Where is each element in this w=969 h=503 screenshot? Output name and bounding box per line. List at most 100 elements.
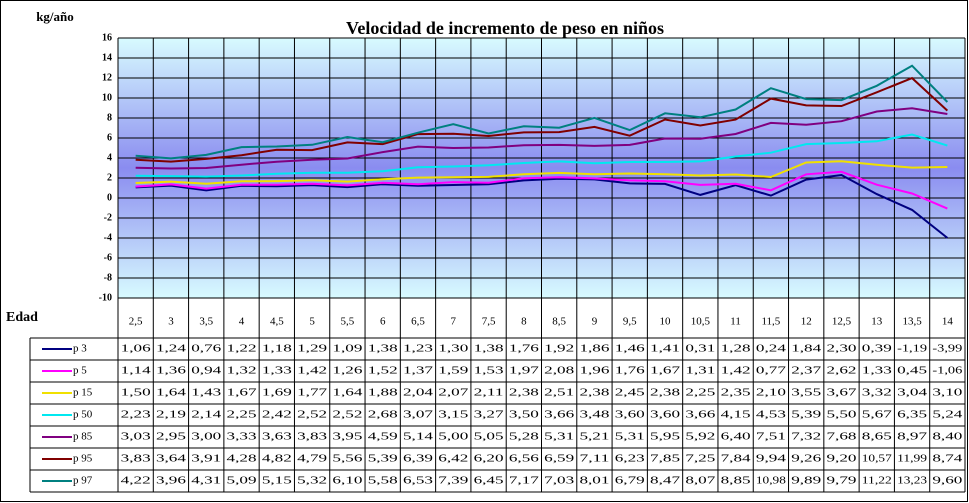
table-cell: 1,33 — [862, 365, 893, 377]
table-cell: 3,91 — [191, 453, 221, 465]
legend-label: p 5 — [73, 365, 87, 377]
x-tick-label: 13,5 — [902, 316, 922, 328]
table-cell: 5,39 — [368, 453, 399, 465]
table-cell: 1,36 — [156, 365, 187, 377]
table-cell: 1,22 — [227, 343, 257, 355]
table-cell: 5,58 — [368, 475, 399, 487]
table-cell: 1,86 — [579, 343, 610, 355]
table-cell: 1,32 — [227, 365, 257, 377]
table-cell: 3,63 — [262, 431, 293, 443]
table-cell: 2,25 — [227, 409, 258, 421]
table-cell: 7,39 — [438, 475, 469, 487]
table-cell: 3,95 — [332, 431, 363, 443]
table-cell: 6,53 — [403, 475, 434, 487]
x-tick-label: 8,5 — [552, 316, 566, 328]
x-tick-label: 7 — [451, 316, 457, 328]
table-cell: 1,64 — [332, 387, 363, 399]
table-cell: 3,67 — [826, 387, 857, 399]
table-cell: 7,32 — [791, 431, 821, 443]
table-cell: 2,51 — [544, 387, 574, 399]
x-tick-label: 4,5 — [270, 316, 284, 328]
series-line — [135, 173, 948, 239]
y-tick-label: 4 — [107, 152, 112, 163]
table-cell: 8,85 — [721, 475, 752, 487]
table-cell: 1,76 — [615, 365, 646, 377]
table-cell: 1,50 — [121, 387, 152, 399]
table-cell: 7,03 — [544, 475, 575, 487]
legend-label: p 85 — [73, 431, 93, 443]
table-cell: 3,55 — [791, 387, 822, 399]
table-cell: 11,99 — [897, 453, 928, 465]
table-cell: 2,14 — [191, 409, 222, 421]
table-cell: 3,04 — [897, 387, 928, 399]
table-cell: 1,24 — [156, 343, 187, 355]
table-cell: 5,31 — [615, 431, 645, 443]
y-tick-label: 16 — [102, 32, 112, 43]
x-axis-label: Edad — [6, 310, 38, 325]
table-cell: 2,38 — [650, 387, 681, 399]
x-tick-label: 2,5 — [129, 316, 143, 328]
table-cell: 6,35 — [897, 409, 928, 421]
table-cell: 6,42 — [438, 453, 468, 465]
table-cell: 9,94 — [756, 453, 787, 465]
table-cell: 4,82 — [262, 453, 292, 465]
table-cell: 3,27 — [474, 409, 505, 421]
table-cell: 11,22 — [862, 475, 892, 487]
table-cell: 10,57 — [862, 453, 893, 465]
table-cell: 2,04 — [403, 387, 434, 399]
table-cell: -1,19 — [897, 343, 928, 355]
table-cell: 2,42 — [262, 409, 292, 421]
table-cell: 6,23 — [615, 453, 646, 465]
table-cell: 5,28 — [509, 431, 540, 443]
table-cell: 2,38 — [509, 387, 540, 399]
table-cell: 1,92 — [544, 343, 574, 355]
table-cell: 1,46 — [615, 343, 646, 355]
series-line — [135, 133, 948, 178]
table-cell: 5,39 — [791, 409, 822, 421]
table-cell: 10,98 — [756, 475, 787, 487]
table-cell: 8,40 — [932, 431, 963, 443]
table-cell: 1,64 — [156, 387, 187, 399]
table-cell: 1,76 — [509, 343, 540, 355]
table-cell: 7,25 — [685, 453, 716, 465]
table-cell: 2,07 — [438, 387, 469, 399]
table-cell: 3,66 — [544, 409, 575, 421]
table-cell: 2,52 — [332, 409, 362, 421]
table-cell: 6,79 — [615, 475, 646, 487]
table-cell: 4,15 — [721, 409, 752, 421]
legend-label: p 3 — [73, 343, 87, 355]
table-cell: 7,11 — [579, 453, 609, 465]
y-tick-label: -4 — [104, 232, 112, 243]
table-cell: 1,53 — [474, 365, 505, 377]
table-cell: 1,06 — [121, 343, 152, 355]
table-cell: 0,31 — [685, 343, 715, 355]
table-cell: 5,14 — [403, 431, 434, 443]
y-tick-label: -8 — [104, 272, 112, 283]
y-tick-label: 2 — [107, 172, 112, 183]
table-cell: 5,95 — [650, 431, 681, 443]
table-cell: 2,19 — [156, 409, 187, 421]
table-cell: 1,97 — [509, 365, 540, 377]
table-cell: 6,45 — [474, 475, 505, 487]
table-cell: 1,77 — [297, 387, 328, 399]
table-cell: 0,76 — [191, 343, 222, 355]
x-tick-label: 10 — [660, 316, 672, 328]
x-tick-label: 4 — [239, 316, 245, 328]
table-cell: 1,18 — [262, 343, 293, 355]
table-cell: 1,38 — [368, 343, 399, 355]
table-cell: 0,24 — [756, 343, 787, 355]
table-cell: 4,53 — [756, 409, 787, 421]
table-cell: 1,88 — [368, 387, 399, 399]
table-cell: 3,07 — [403, 409, 434, 421]
table-cell: 9,79 — [826, 475, 857, 487]
table-cell: 3,03 — [121, 431, 152, 443]
y-tick-label: 14 — [102, 52, 112, 63]
series-line — [135, 160, 948, 185]
legend-label: p 95 — [73, 453, 93, 465]
table-cell: 2,11 — [474, 387, 504, 399]
table-cell: 5,09 — [227, 475, 258, 487]
table-cell: 3,50 — [509, 409, 540, 421]
x-tick-label: 6 — [380, 316, 386, 328]
table-cell: 2,95 — [156, 431, 187, 443]
table-cell: 1,14 — [121, 365, 152, 377]
